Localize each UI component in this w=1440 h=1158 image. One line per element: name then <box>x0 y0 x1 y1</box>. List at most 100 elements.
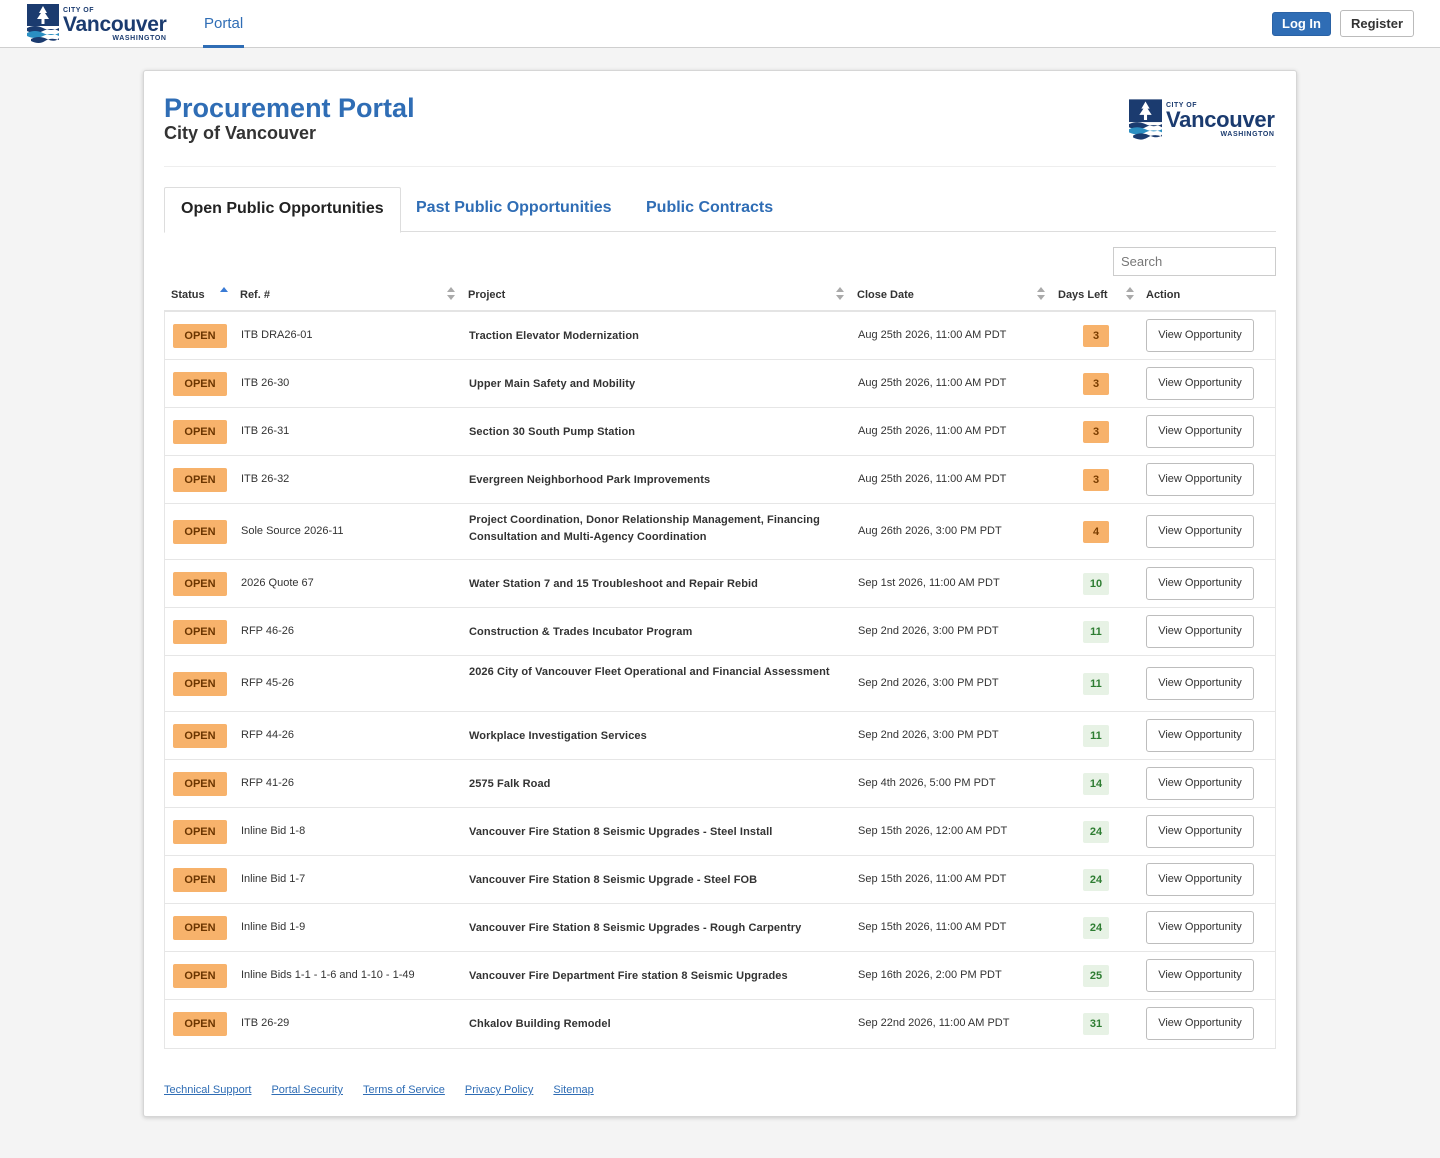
city-logo[interactable]: CITY OF Vancouver WASHINGTON <box>27 4 167 44</box>
view-opportunity-button[interactable]: View Opportunity <box>1146 911 1254 944</box>
close-date: Sep 22nd 2026, 11:00 AM PDT <box>858 1017 1010 1029</box>
nav-tab-portal[interactable]: Portal <box>202 0 245 48</box>
login-button[interactable]: Log In <box>1272 12 1331 36</box>
view-opportunity-button[interactable]: View Opportunity <box>1146 463 1254 496</box>
days-left-badge: 25 <box>1083 965 1109 987</box>
column-header-close-date[interactable]: Close Date <box>857 289 914 301</box>
table-row: OPEN RFP 44-26 Workplace Investigation Ser… <box>165 712 1275 760</box>
view-opportunity-button[interactable]: View Opportunity <box>1146 367 1254 400</box>
top-navbar: CITY OF Vancouver WASHINGTON Portal Log … <box>0 0 1440 48</box>
technical-support-link[interactable]: Technical Support <box>164 1084 252 1096</box>
ref-number: Inline Bid 1-7 <box>241 873 306 885</box>
ref-number: ITB 26-30 <box>241 377 290 389</box>
project-name: Upper Main Safety and Mobility <box>469 378 636 390</box>
table-row: OPEN ITB 26-29 Chkalov Building Remodel Sep… <box>165 1000 1275 1048</box>
close-date: Sep 16th 2026, 2:00 PM PDT <box>858 969 1002 981</box>
vancouver-logo-icon <box>27 4 59 43</box>
register-button[interactable]: Register <box>1340 10 1414 37</box>
sort-ascending-icon[interactable] <box>220 287 228 301</box>
column-header-action: Action <box>1146 289 1181 301</box>
column-header-status[interactable]: Status <box>171 289 205 301</box>
days-left-badge: 4 <box>1083 521 1109 543</box>
close-date: Sep 2nd 2026, 3:00 PM PDT <box>858 625 999 637</box>
sort-icon[interactable] <box>1126 287 1134 301</box>
view-opportunity-button[interactable]: View Opportunity <box>1146 815 1254 848</box>
days-left-badge: 3 <box>1083 325 1109 347</box>
ref-number: RFP 46-26 <box>241 625 294 637</box>
view-opportunity-button[interactable]: View Opportunity <box>1146 767 1254 800</box>
view-opportunity-button[interactable]: View Opportunity <box>1146 415 1254 448</box>
ref-number: ITB 26-32 <box>241 473 290 485</box>
view-opportunity-button[interactable]: View Opportunity <box>1146 863 1254 896</box>
ref-number: RFP 41-26 <box>241 777 294 789</box>
status-badge: OPEN <box>173 820 227 844</box>
sort-icon[interactable] <box>836 287 844 301</box>
days-left-badge: 3 <box>1083 373 1109 395</box>
view-opportunity-button[interactable]: View Opportunity <box>1146 667 1254 700</box>
table-body: OPEN ITB DRA26-01 Traction Elevator Modern… <box>164 312 1276 1049</box>
table-row: OPEN RFP 46-26 Construction & Trades Incub… <box>165 608 1275 656</box>
tab-open-public-opportunities[interactable]: Open Public Opportunities <box>164 187 401 233</box>
ref-number: Inline Bids 1-1 - 1-6 and 1-10 - 1-49 <box>241 969 415 981</box>
column-header-ref[interactable]: Ref. # <box>240 289 270 301</box>
terms-of-service-link[interactable]: Terms of Service <box>362 1084 445 1096</box>
view-opportunity-button[interactable]: View Opportunity <box>1146 319 1254 352</box>
close-date: Sep 15th 2026, 11:00 AM PDT <box>858 921 1007 933</box>
table-header: Status Ref. # Project Close Date Days Le… <box>164 282 1276 312</box>
project-name: Construction & Trades Incubator Program <box>469 626 693 638</box>
close-date: Aug 25th 2026, 11:00 AM PDT <box>858 425 1007 437</box>
project-name: Section 30 South Pump Station <box>469 426 636 438</box>
status-badge: OPEN <box>173 1012 227 1036</box>
view-opportunity-button[interactable]: View Opportunity <box>1146 719 1254 752</box>
status-badge: OPEN <box>173 868 227 892</box>
project-name: Vancouver Fire Station 8 Seismic Upgrade… <box>469 874 758 886</box>
view-opportunity-button[interactable]: View Opportunity <box>1146 615 1254 648</box>
close-date: Sep 2nd 2026, 3:00 PM PDT <box>858 729 999 741</box>
table-row: OPEN Inline Bid 1-7 Vancouver Fire Station… <box>165 856 1275 904</box>
sort-icon[interactable] <box>447 287 455 301</box>
view-opportunity-button[interactable]: View Opportunity <box>1146 959 1254 992</box>
logo-state: WASHINGTON <box>112 34 167 42</box>
days-left-badge: 11 <box>1083 673 1109 695</box>
status-badge: OPEN <box>173 572 227 596</box>
view-opportunity-button[interactable]: View Opportunity <box>1146 567 1254 600</box>
ref-number: ITB 26-29 <box>241 1017 290 1029</box>
close-date: Sep 15th 2026, 12:00 AM PDT <box>858 825 1008 837</box>
footer-links: Technical Support Portal Security Terms of… <box>164 1084 614 1096</box>
opportunity-tabs: Open Public Opportunities Past Public Op… <box>164 187 1276 233</box>
status-badge: OPEN <box>173 520 227 544</box>
main-card: Procurement Portal City of Vancouver CIT… <box>143 70 1297 1117</box>
portal-security-link[interactable]: Portal Security <box>271 1084 343 1096</box>
status-badge: OPEN <box>173 620 227 644</box>
logo-name: Vancouver <box>63 12 167 36</box>
tab-past-public-opportunities[interactable]: Past Public Opportunities <box>416 199 612 216</box>
days-left-badge: 10 <box>1083 573 1109 595</box>
project-name: Vancouver Fire Station 8 Seismic Upgrade… <box>469 826 773 838</box>
status-badge: OPEN <box>173 772 227 796</box>
view-opportunity-button[interactable]: View Opportunity <box>1146 515 1254 548</box>
project-name: Water Station 7 and 15 Troubleshoot and … <box>469 578 758 590</box>
page-title: Procurement Portal <box>164 93 415 123</box>
days-left-badge: 24 <box>1083 821 1109 843</box>
status-badge: OPEN <box>173 964 227 988</box>
project-name: Vancouver Fire Station 8 Seismic Upgrade… <box>469 922 802 934</box>
view-opportunity-button[interactable]: View Opportunity <box>1146 1007 1254 1040</box>
ref-number: ITB DRA26-01 <box>241 329 313 341</box>
table-row: OPEN RFP 45-26 2026 City of Vancouver Flee… <box>165 656 1275 712</box>
table-row: OPEN ITB 26-30 Upper Main Safety and Mobil… <box>165 360 1275 408</box>
privacy-policy-link[interactable]: Privacy Policy <box>464 1084 534 1096</box>
tab-public-contracts[interactable]: Public Contracts <box>646 199 774 216</box>
table-row: OPEN Inline Bids 1-1 - 1-6 and 1-10 - 1-4… <box>165 952 1275 1000</box>
sitemap-link[interactable]: Sitemap <box>553 1084 594 1096</box>
close-date: Aug 25th 2026, 11:00 AM PDT <box>858 473 1007 485</box>
column-header-days-left[interactable]: Days Left <box>1058 289 1108 301</box>
project-name: Vancouver Fire Department Fire station 8… <box>469 970 788 982</box>
sort-icon[interactable] <box>1037 287 1045 301</box>
column-header-project[interactable]: Project <box>468 289 506 301</box>
status-badge: OPEN <box>173 468 227 492</box>
close-date: Aug 25th 2026, 11:00 AM PDT <box>858 377 1007 389</box>
logo-name: Vancouver <box>1166 107 1275 132</box>
table-row: OPEN 2026 Quote 67 Water Station 7 and 15 … <box>165 560 1275 608</box>
project-name: Evergreen Neighborhood Park Improvements <box>469 474 711 486</box>
search-input[interactable] <box>1113 247 1276 276</box>
